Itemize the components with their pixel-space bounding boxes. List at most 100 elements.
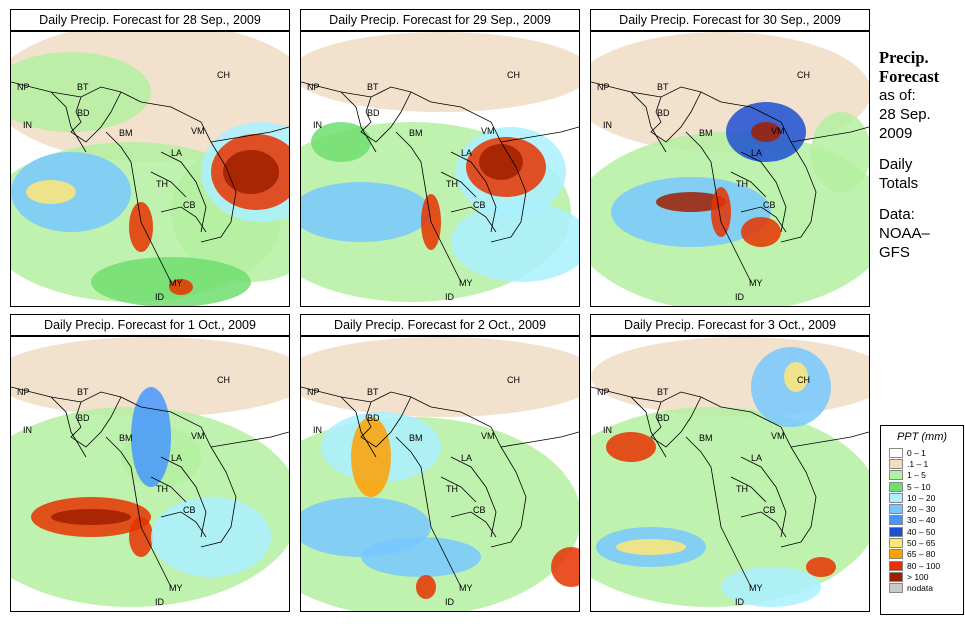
country-border — [50, 396, 87, 458]
country-label-my: MY — [749, 278, 763, 288]
country-border — [395, 436, 462, 588]
map-svg: NP BT IN BD BM CH VM LA TH CB MY ID — [591, 337, 869, 611]
country-label-vm: VM — [481, 126, 495, 136]
country-label-bd: BD — [77, 413, 90, 423]
country-border — [740, 511, 787, 538]
country-label-np: NP — [307, 82, 320, 92]
precip-area — [751, 122, 781, 142]
precip-area — [131, 387, 171, 487]
country-border — [395, 131, 462, 283]
legend-swatch — [889, 470, 903, 481]
country-border — [50, 91, 87, 153]
country-label-in: IN — [603, 120, 612, 130]
legend-item: nodata — [881, 583, 963, 594]
precip-area — [301, 337, 579, 417]
country-border — [450, 511, 497, 538]
country-label-my: MY — [169, 278, 183, 288]
country-label-vm: VM — [191, 431, 205, 441]
country-border — [685, 436, 752, 588]
country-border — [430, 406, 527, 548]
side-data-line2: NOAA– — [879, 225, 930, 242]
country-border — [591, 386, 722, 408]
legend-swatch — [889, 538, 903, 549]
country-label-bd: BD — [367, 413, 380, 423]
side-annotation: Precip. Forecast as of: 28 Sep. 2009 Dai… — [879, 48, 963, 262]
side-date-line2: 2009 — [879, 125, 913, 142]
country-label-th: TH — [446, 179, 458, 189]
country-label-th: TH — [156, 484, 168, 494]
legend-item: 50 – 65 — [881, 537, 963, 549]
country-border — [500, 431, 579, 448]
country-border — [150, 476, 187, 503]
precip-area — [806, 557, 836, 577]
panel-title: Daily Precip. Forecast for 3 Oct., 2009 — [590, 314, 870, 336]
legend-item: 80 – 100 — [881, 560, 963, 571]
country-label-my: MY — [459, 278, 473, 288]
country-border — [650, 396, 702, 448]
country-label-in: IN — [313, 425, 322, 435]
panel-29-sep: Daily Precip. Forecast for 29 Sep., 2009… — [300, 9, 580, 307]
country-border — [160, 206, 207, 233]
country-border — [630, 396, 667, 458]
country-border — [360, 91, 412, 143]
side-data-line1: Data: — [879, 206, 915, 223]
legend-item: 10 – 20 — [881, 492, 963, 503]
panel-2-oct: Daily Precip. Forecast for 2 Oct., 2009 … — [300, 314, 580, 612]
side-title-line2: Forecast — [879, 67, 940, 86]
country-border — [105, 436, 172, 588]
legend-swatch — [889, 571, 903, 582]
legend-swatch — [889, 583, 903, 594]
precip-area — [11, 52, 151, 132]
precip-map: NP BT IN BD BM CH VM LA TH CB MY ID — [300, 31, 580, 307]
country-border — [301, 386, 432, 408]
precip-area — [223, 150, 279, 194]
panel-1-oct: Daily Precip. Forecast for 1 Oct., 2009 … — [10, 314, 290, 612]
legend-label: 40 – 50 — [907, 526, 936, 537]
legend-item: 20 – 30 — [881, 503, 963, 515]
country-border — [450, 151, 497, 233]
country-label-bt: BT — [657, 82, 669, 92]
country-border — [591, 81, 722, 103]
legend-item: 0 – 1 — [881, 447, 963, 458]
legend-item: .1 – 1 — [881, 458, 963, 469]
country-label-bt: BT — [367, 387, 379, 397]
country-label-vm: VM — [771, 431, 785, 441]
country-border — [730, 171, 767, 198]
precip-map: NP BT IN BD BM CH VM LA TH CB MY ID — [590, 31, 870, 307]
country-label-la: LA — [751, 453, 762, 463]
country-label-my: MY — [749, 583, 763, 593]
country-border — [105, 131, 172, 283]
precip-area — [51, 509, 131, 525]
legend-label: 5 – 10 — [907, 481, 931, 492]
country-label-my: MY — [169, 583, 183, 593]
country-border — [70, 91, 122, 143]
country-label-np: NP — [307, 387, 320, 397]
country-border — [440, 171, 477, 198]
panel-3-oct: Daily Precip. Forecast for 3 Oct., 2009 … — [590, 314, 870, 612]
precip-map: NP BT IN BD BM CH VM LA TH CB MY ID — [590, 336, 870, 612]
precip-area — [606, 432, 656, 462]
country-border — [720, 101, 817, 243]
country-border — [740, 456, 787, 538]
country-border — [140, 406, 237, 548]
country-label-in: IN — [313, 120, 322, 130]
precip-area — [11, 337, 289, 417]
legend-label: 30 – 40 — [907, 515, 936, 526]
country-label-my: MY — [459, 583, 473, 593]
country-border — [150, 171, 187, 198]
country-border — [500, 126, 579, 143]
country-border — [730, 476, 767, 503]
legend-swatch — [889, 458, 903, 469]
precip-area — [301, 32, 579, 112]
legend-label: > 100 — [907, 571, 929, 582]
side-asof: as of: — [879, 87, 916, 104]
legend-swatch — [889, 481, 903, 492]
country-label-cb: CB — [763, 200, 776, 210]
side-data-line3: GFS — [879, 244, 910, 261]
legend-label: 80 – 100 — [907, 560, 941, 571]
legend-swatch — [889, 549, 903, 560]
legend-title: PPT (mm) — [896, 431, 948, 443]
country-border — [790, 126, 869, 143]
